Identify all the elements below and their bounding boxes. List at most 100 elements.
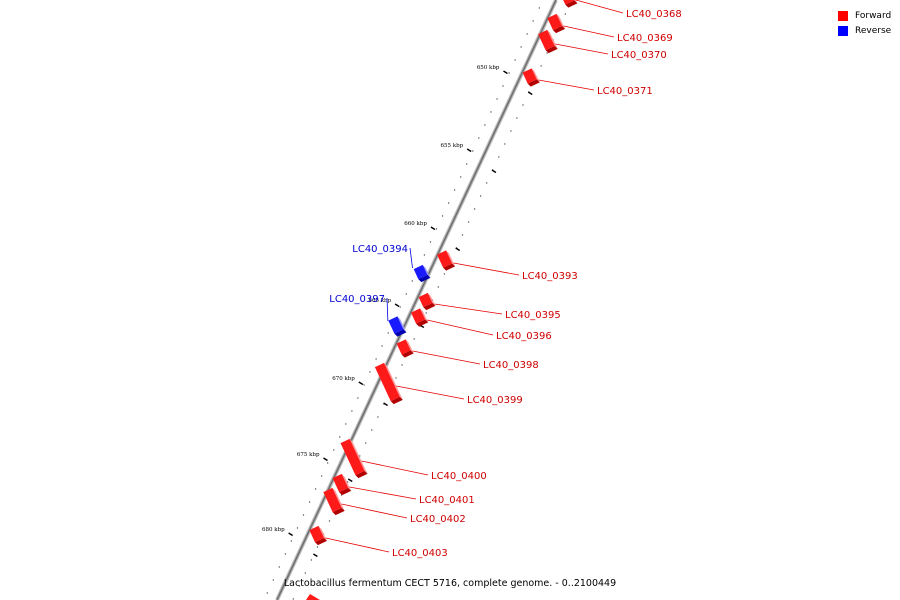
gene-edge (423, 302, 436, 311)
scale-dot (357, 397, 359, 399)
scale-tick (466, 148, 472, 153)
gene-label: LC40_0395 (505, 310, 561, 321)
scale-dot (453, 189, 456, 191)
scale-dot (510, 130, 512, 132)
scale-dot (298, 585, 300, 587)
scale-dot (473, 208, 476, 210)
legend-forward-label: Forward (855, 10, 892, 21)
gene-side (349, 438, 368, 474)
gene-side (422, 264, 431, 278)
scale-dot (514, 59, 516, 61)
gene-edge (527, 79, 540, 87)
gene-label: LC40_0370 (611, 50, 667, 61)
gene-lc40-0401[interactable]: LC40_0401 (332, 473, 475, 506)
gene-lc40-0403[interactable]: LC40_0403 (309, 525, 448, 559)
scale-dot (411, 280, 413, 282)
scale-tick-label: 660 kbp (404, 221, 427, 227)
gene-lc40-0394[interactable]: LC40_0394 (352, 244, 431, 283)
scale-dot (375, 358, 377, 360)
gene-side (384, 362, 403, 400)
scale-dot (441, 215, 444, 217)
legend-reverse-label: Reverse (855, 25, 892, 36)
forward-swatch (838, 10, 848, 21)
reverse-swatch (838, 25, 848, 36)
scale-tick (491, 169, 497, 174)
scale-dot (443, 273, 446, 275)
scale-tick (288, 532, 293, 537)
gene-label: LC40_0399 (467, 395, 523, 406)
scale-dot (327, 462, 329, 464)
scale-dot (371, 429, 373, 431)
scale-dot (328, 520, 331, 522)
scale-dot (347, 481, 349, 483)
legend: Forward Reverse (838, 8, 891, 38)
gene-lc40-0371[interactable]: LC40_0371 (522, 68, 653, 97)
scale-tick-label: 665 kbp (368, 298, 391, 304)
gene-edge (314, 537, 327, 546)
scale-dot (532, 20, 534, 22)
gene-lc40-0393[interactable]: LC40_0393 (437, 250, 578, 282)
gene-face (413, 264, 428, 280)
scale-dot (316, 546, 319, 548)
scale-dot (290, 540, 293, 542)
scale-dot (461, 234, 464, 236)
scale-dot (292, 598, 294, 600)
gene-label: LC40_0403 (392, 548, 448, 559)
gene-leader-line (434, 303, 503, 315)
scale-dot (345, 423, 347, 425)
scale-tick (313, 553, 318, 558)
gene-face (332, 473, 349, 493)
scale-dot (399, 306, 401, 308)
scale-dot (266, 592, 268, 594)
scale-dot (466, 163, 468, 165)
gene-side (574, 0, 578, 4)
scale-dot (538, 7, 540, 9)
gene-face (340, 438, 365, 476)
scale-tick (503, 70, 508, 75)
gene-side (547, 29, 558, 49)
scale-tick (455, 247, 461, 252)
gene-lc40-0395[interactable]: LC40_0395 (418, 292, 561, 321)
gene-lc40-0399[interactable]: LC40_0399 (374, 362, 523, 406)
gene-leader-line (396, 385, 465, 400)
gene-lc40-0402[interactable]: LC40_0402 (323, 487, 466, 525)
scale-dot (377, 416, 379, 418)
gene-label: LC40_0371 (597, 86, 653, 97)
gene-lc40-0400[interactable]: LC40_0400 (340, 438, 487, 482)
scale-dot (435, 228, 438, 230)
gene-lc40-0396[interactable]: LC40_0396 (411, 308, 552, 342)
gene-lc40-0368[interactable]: LC40_0368 (559, 0, 682, 20)
gene-face (309, 525, 324, 543)
scale-tick (394, 303, 400, 308)
gene-edge (390, 396, 403, 405)
gene-face (374, 362, 400, 402)
scale-dot (498, 156, 500, 158)
gene-leader-line (386, 297, 389, 322)
scale-dot (381, 345, 383, 347)
scale-dot (460, 176, 462, 178)
scale-dot (437, 286, 439, 288)
gene-side (531, 68, 540, 83)
scale-tick (383, 402, 388, 407)
scale-dot (508, 72, 510, 74)
gene-edge (545, 45, 558, 54)
gene-leader-line (555, 43, 609, 55)
scale-dot (339, 436, 341, 438)
gene-lc40-0370[interactable]: LC40_0370 (538, 29, 667, 61)
scale-dot (351, 410, 353, 412)
scale-dot (540, 65, 542, 67)
gene-side (427, 292, 436, 306)
scale-dot (564, 13, 566, 15)
gene-lc40-0369[interactable]: LC40_0369 (547, 13, 673, 44)
scale-dot (401, 364, 403, 366)
scale-tick-label: 670 kbp (332, 376, 355, 382)
gene-face (547, 13, 563, 31)
scale-dot (496, 98, 498, 100)
gene-edge (394, 329, 407, 337)
gene-lc40-0398[interactable]: LC40_0398 (396, 339, 539, 371)
scale-dot (278, 566, 280, 568)
gene-leader-line (361, 460, 429, 476)
gene-side (446, 250, 456, 267)
scale-tick (527, 91, 533, 96)
gene-lc40-0397[interactable]: LC40_0397 (329, 294, 407, 337)
